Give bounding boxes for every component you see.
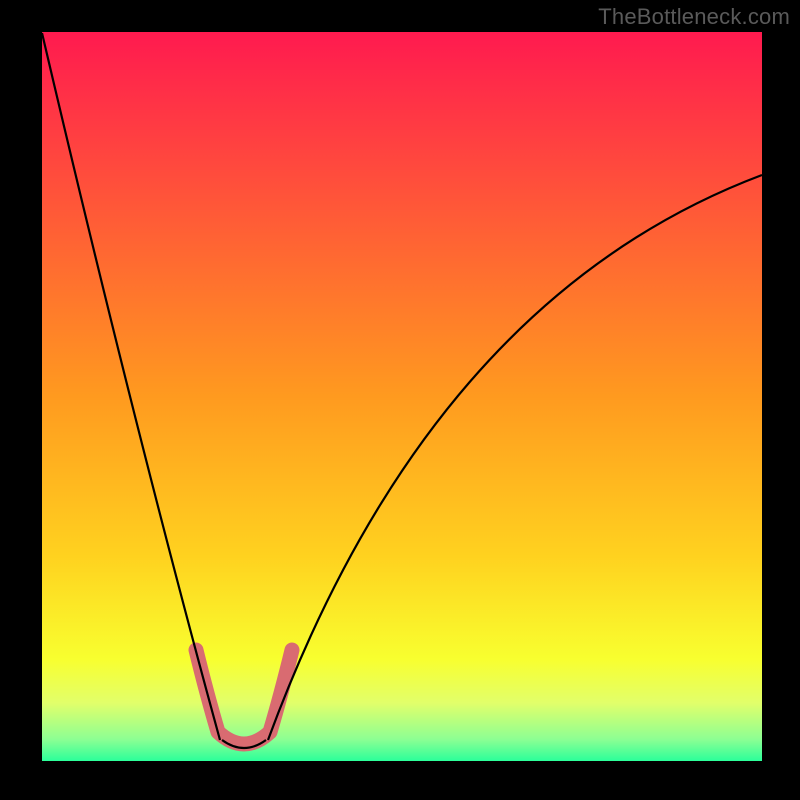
chart-frame: TheBottleneck.com — [0, 0, 800, 800]
curve-right-branch — [268, 175, 762, 740]
marker-u-shape — [196, 650, 292, 744]
curve-left-branch — [42, 33, 220, 740]
curve-layer — [0, 0, 800, 800]
watermark-text: TheBottleneck.com — [598, 4, 790, 30]
